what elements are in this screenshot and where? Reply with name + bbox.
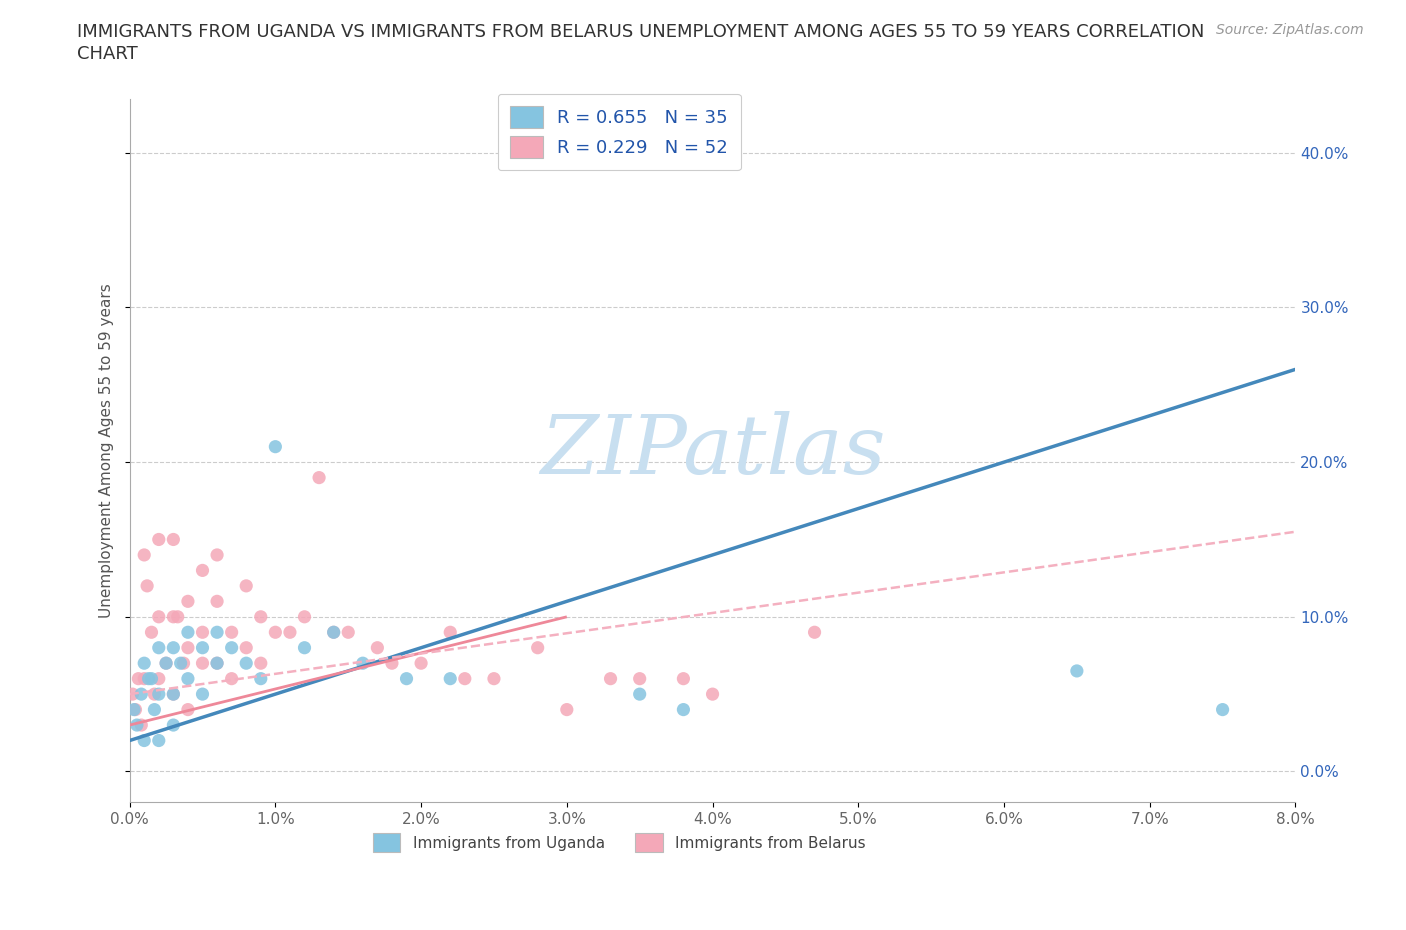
Point [121, 686, 143, 701]
Point [249, 671, 271, 686]
Point [134, 733, 156, 748]
Point [141, 671, 163, 686]
Point [177, 625, 200, 640]
Point [205, 594, 228, 609]
Point [1212, 702, 1234, 717]
Point [409, 656, 432, 671]
Point [482, 671, 505, 686]
Point [138, 671, 160, 686]
Point [166, 609, 188, 624]
Point [294, 609, 316, 624]
Point [125, 718, 148, 733]
Point [395, 671, 418, 686]
Point [191, 640, 214, 655]
Point [454, 671, 477, 686]
Point [162, 718, 184, 733]
Point [173, 656, 195, 671]
Point [264, 625, 287, 640]
Point [352, 656, 374, 671]
Point [264, 439, 287, 454]
Legend: Immigrants from Uganda, Immigrants from Belarus: Immigrants from Uganda, Immigrants from … [367, 827, 872, 858]
Point [148, 733, 170, 748]
Point [702, 686, 724, 701]
Point [134, 656, 156, 671]
Point [143, 702, 166, 717]
Point [205, 656, 228, 671]
Point [177, 594, 200, 609]
Point [148, 609, 170, 624]
Point [803, 625, 825, 640]
Point [122, 702, 145, 717]
Point [169, 656, 191, 671]
Point [162, 609, 184, 624]
Point [249, 656, 271, 671]
Point [235, 656, 257, 671]
Point [235, 578, 257, 593]
Point [294, 640, 316, 655]
Point [439, 625, 461, 640]
Point [235, 640, 257, 655]
Point [322, 625, 344, 640]
Point [366, 640, 388, 655]
Point [134, 671, 156, 686]
Point [148, 686, 170, 701]
Point [191, 625, 214, 640]
Point [143, 686, 166, 701]
Point [191, 656, 214, 671]
Point [162, 686, 184, 701]
Point [155, 656, 177, 671]
Point [141, 625, 163, 640]
Text: IMMIGRANTS FROM UGANDA VS IMMIGRANTS FROM BELARUS UNEMPLOYMENT AMONG AGES 55 TO : IMMIGRANTS FROM UGANDA VS IMMIGRANTS FRO… [77, 23, 1205, 41]
Point [221, 640, 243, 655]
Point [162, 686, 184, 701]
Point [148, 671, 170, 686]
Point [162, 532, 184, 547]
Point [205, 656, 228, 671]
Y-axis label: Unemployment Among Ages 55 to 59 years: Unemployment Among Ages 55 to 59 years [100, 283, 114, 618]
Point [155, 656, 177, 671]
Point [308, 471, 330, 485]
Point [1066, 663, 1088, 678]
Point [205, 548, 228, 563]
Point [136, 578, 159, 593]
Point [599, 671, 621, 686]
Point [191, 563, 214, 578]
Point [381, 656, 404, 671]
Point [177, 702, 200, 717]
Point [555, 702, 578, 717]
Point [148, 640, 170, 655]
Point [134, 548, 156, 563]
Point [162, 640, 184, 655]
Point [628, 671, 651, 686]
Text: CHART: CHART [77, 45, 138, 62]
Text: Source: ZipAtlas.com: Source: ZipAtlas.com [1216, 23, 1364, 37]
Point [148, 532, 170, 547]
Point [672, 671, 695, 686]
Point [205, 625, 228, 640]
Point [628, 686, 651, 701]
Point [249, 609, 271, 624]
Point [278, 625, 301, 640]
Point [177, 671, 200, 686]
Point [129, 686, 152, 701]
Point [337, 625, 360, 640]
Text: ZIPatlas: ZIPatlas [540, 410, 886, 490]
Point [177, 640, 200, 655]
Point [322, 625, 344, 640]
Point [127, 671, 149, 686]
Point [191, 686, 214, 701]
Point [526, 640, 548, 655]
Point [129, 718, 152, 733]
Point [221, 671, 243, 686]
Point [439, 671, 461, 686]
Point [221, 625, 243, 640]
Point [124, 702, 146, 717]
Point [672, 702, 695, 717]
